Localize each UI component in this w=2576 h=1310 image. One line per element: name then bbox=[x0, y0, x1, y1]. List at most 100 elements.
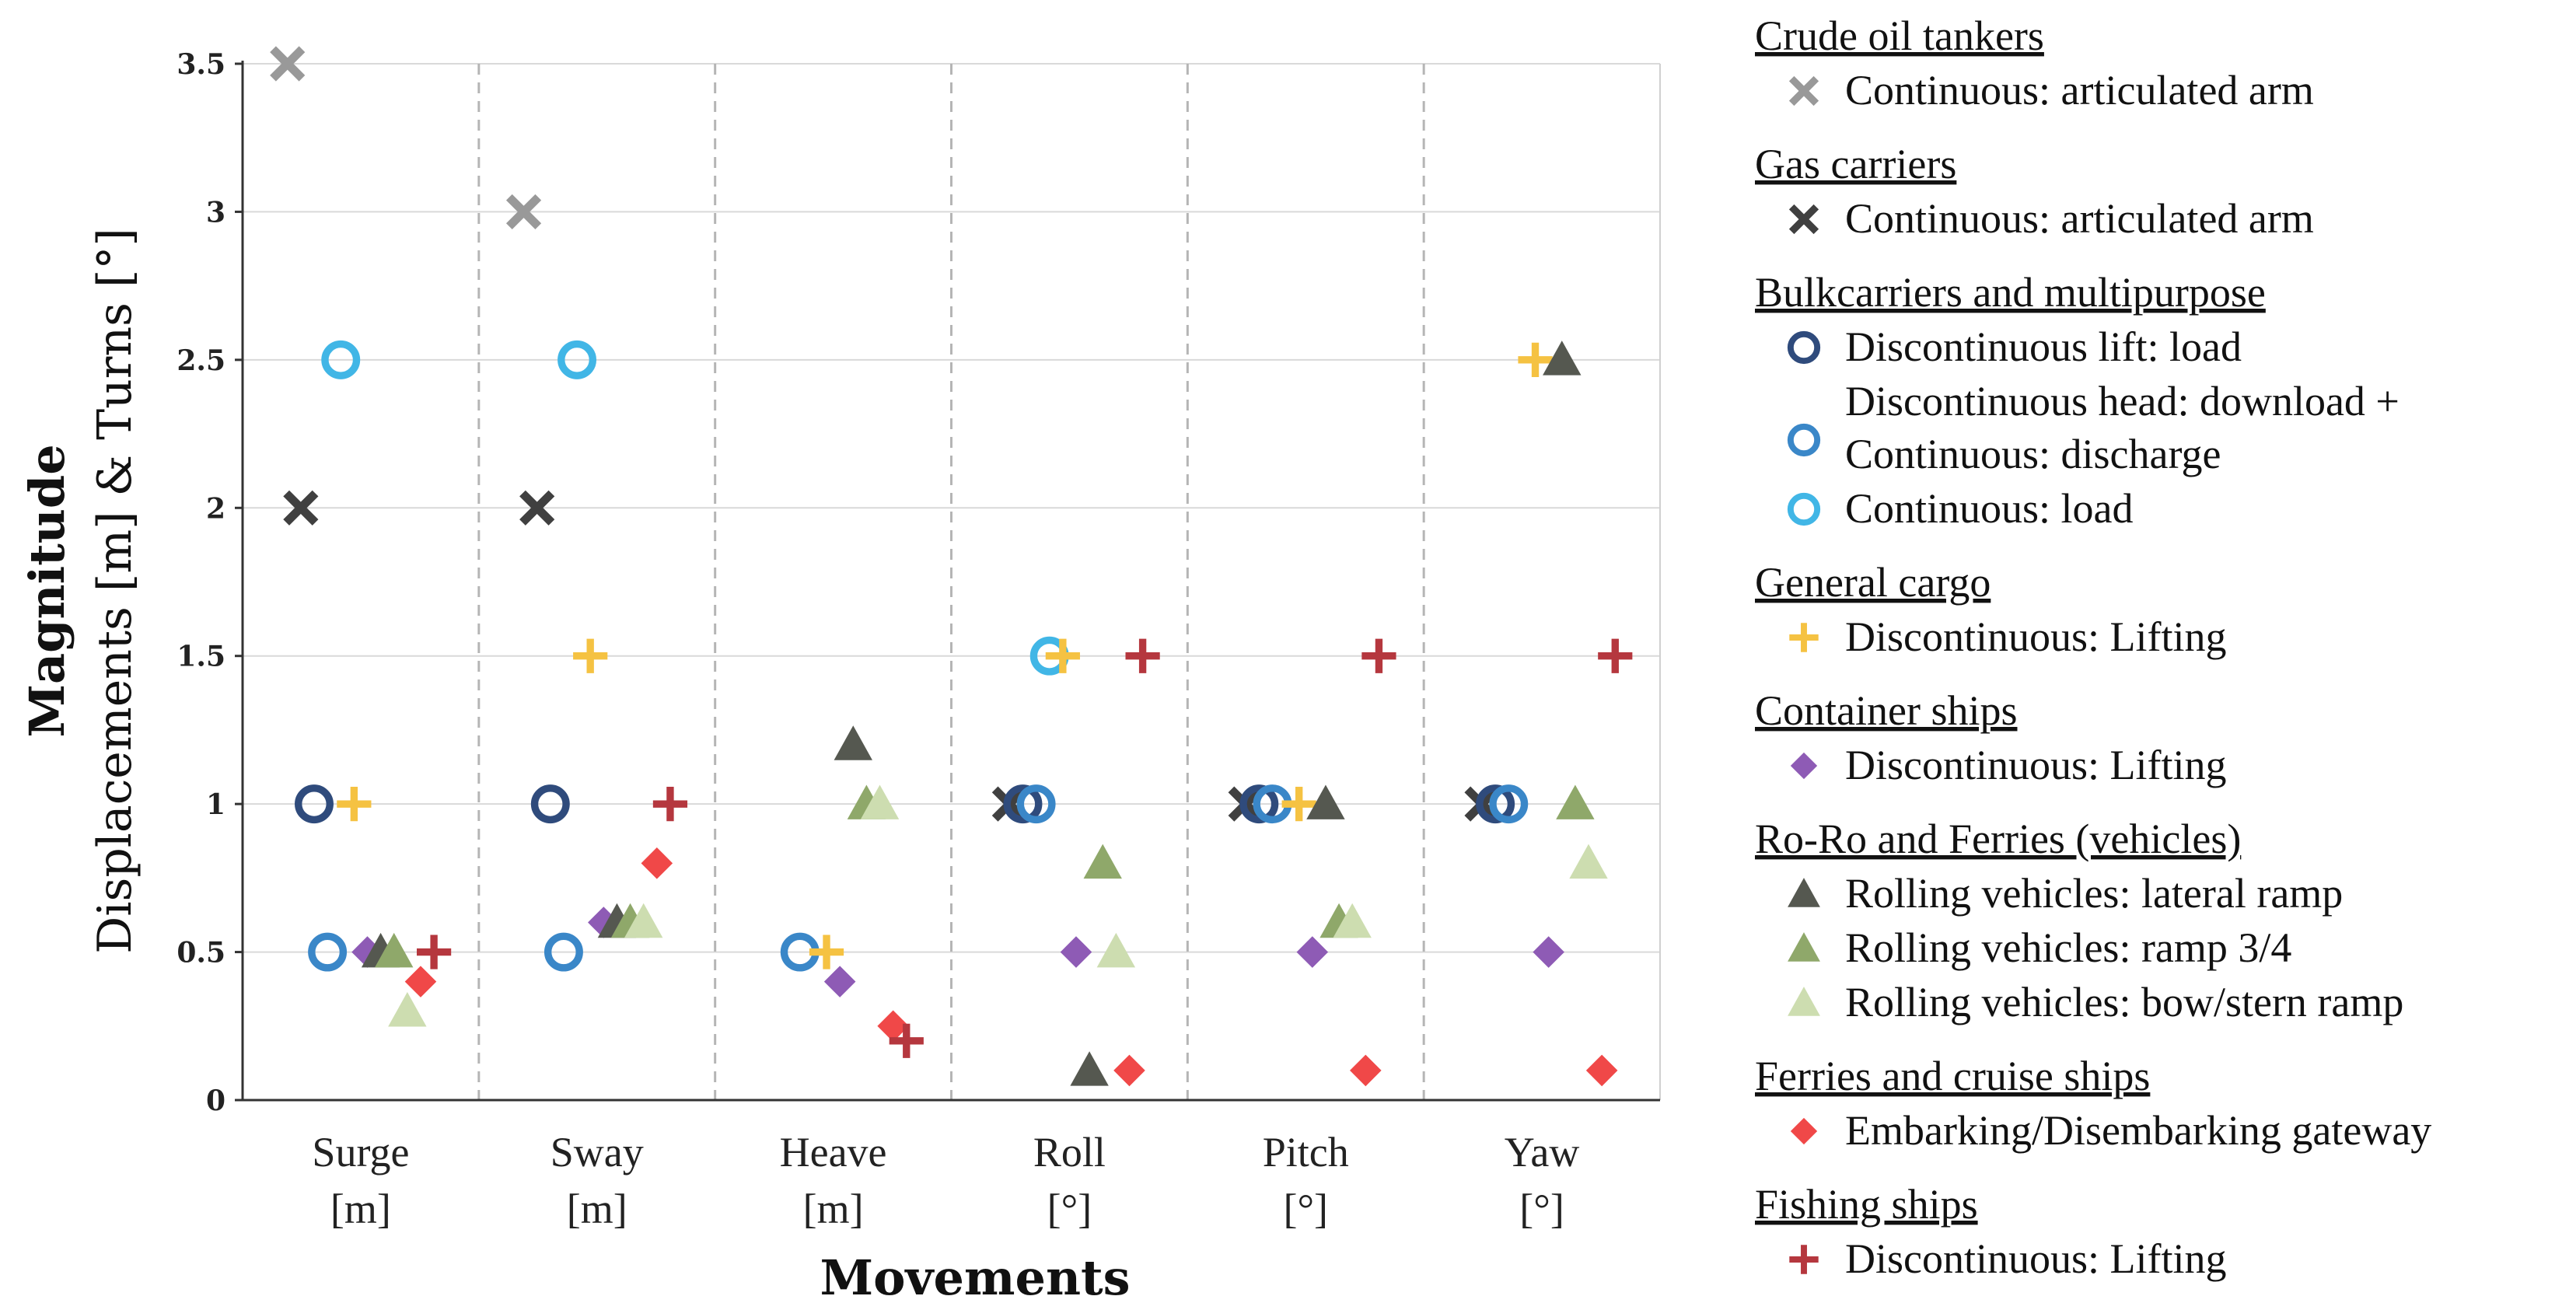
legend-marker bbox=[1790, 1117, 1818, 1145]
point-bulk_lift_load bbox=[530, 784, 570, 824]
point-roro_bow bbox=[388, 992, 427, 1027]
point-bulk_lift_load bbox=[1003, 784, 1043, 824]
y-tick-label: 2.5 bbox=[177, 344, 225, 377]
point-container bbox=[823, 966, 856, 997]
point-gen_cargo bbox=[573, 638, 608, 673]
x-tick-label: Heave bbox=[780, 1129, 887, 1176]
point-bulk_cont_load bbox=[321, 340, 361, 379]
x-tick-unit: [°] bbox=[1519, 1186, 1564, 1232]
point-bulk_cont_load bbox=[557, 340, 597, 379]
point-gen_cargo bbox=[1518, 342, 1553, 377]
point-fishing bbox=[652, 787, 688, 822]
legend-entry-label: Discontinuous head: download + bbox=[1845, 378, 2399, 424]
y-tick-label: 0 bbox=[206, 1085, 225, 1117]
legend-entry-label: Continuous: articulated arm bbox=[1845, 195, 2314, 242]
legend-marker bbox=[1787, 330, 1821, 365]
legend-marker bbox=[1788, 75, 1819, 107]
x-tick-unit: [m] bbox=[330, 1186, 391, 1232]
y-axis-title-main: Magnitude bbox=[19, 444, 75, 737]
legend-entry-label-cont: Continuous: discharge bbox=[1845, 431, 2221, 477]
y-tick-label: 1.5 bbox=[177, 641, 225, 673]
point-roro_lateral bbox=[1306, 784, 1345, 819]
x-tick-label: Sway bbox=[551, 1129, 644, 1176]
point-gen_cargo bbox=[1281, 787, 1316, 822]
legend-marker bbox=[1790, 752, 1818, 780]
legend-group-title: Ro-Ro and Ferries (vehicles) bbox=[1755, 816, 2241, 862]
point-roro_34 bbox=[375, 932, 414, 968]
legend-group-title: Gas carriers bbox=[1755, 141, 1956, 187]
x-tick-unit: [m] bbox=[567, 1186, 627, 1232]
x-axis-title: Movements bbox=[820, 1249, 1130, 1306]
point-bulk_lift_load bbox=[1239, 784, 1279, 824]
legend-entry-label: Continuous: articulated arm bbox=[1845, 67, 2314, 114]
point-bulk_lift_load bbox=[295, 784, 334, 824]
x-tick-label: Pitch bbox=[1263, 1129, 1349, 1176]
point-gas_arm bbox=[519, 490, 555, 526]
point-fishing bbox=[1125, 638, 1160, 673]
point-container bbox=[351, 936, 383, 968]
legend-group-title: Crude oil tankers bbox=[1755, 12, 2044, 59]
legend-marker bbox=[1787, 492, 1821, 526]
point-fishing bbox=[1598, 638, 1633, 673]
legend-group-title: Ferries and cruise ships bbox=[1755, 1053, 2150, 1099]
point-container bbox=[1060, 936, 1092, 968]
point-fishing bbox=[889, 1023, 924, 1058]
point-crude_arm bbox=[505, 194, 542, 230]
point-roro_bow bbox=[624, 903, 663, 938]
point-roro_bow bbox=[860, 784, 900, 819]
x-tick-label: Yaw bbox=[1505, 1129, 1580, 1176]
point-container bbox=[1533, 936, 1564, 968]
legend-marker bbox=[1789, 1245, 1819, 1274]
legend-entry-label: Discontinuous: Lifting bbox=[1845, 613, 2226, 660]
point-bulk_lift_load bbox=[1476, 784, 1515, 824]
point-gen_cargo bbox=[809, 934, 844, 969]
point-ferry_gateway bbox=[1113, 1054, 1145, 1087]
x-tick-unit: [°] bbox=[1047, 1186, 1092, 1232]
y-tick-label: 3 bbox=[206, 196, 225, 229]
legend-entry-label: Continuous: load bbox=[1845, 485, 2134, 532]
x-tick-label: Surge bbox=[312, 1129, 409, 1176]
y-tick-label: 1 bbox=[206, 788, 225, 821]
legend-marker bbox=[1789, 623, 1819, 652]
axis-layer: 0 0.5 1 1.5 2 2.5 3 3.5 Surge [m] Sway [m] Heave [m] R… bbox=[177, 48, 1660, 1232]
legend-group-title: Container ships bbox=[1755, 687, 2017, 734]
legend: Crude oil tankers Continuous: articulated… bbox=[1755, 12, 2431, 1282]
grid-layer bbox=[243, 63, 1661, 1101]
legend-entry-label: Rolling vehicles: ramp 3/4 bbox=[1845, 924, 2291, 971]
point-roro_34 bbox=[1556, 784, 1595, 819]
legend-marker bbox=[1788, 878, 1820, 907]
point-bulk_head bbox=[544, 932, 583, 972]
point-ferry_gateway bbox=[641, 847, 673, 879]
legend-group-title: General cargo bbox=[1755, 559, 1991, 606]
point-roro_34 bbox=[1083, 844, 1122, 879]
point-roro_lateral bbox=[1543, 341, 1582, 376]
point-fishing bbox=[1361, 638, 1396, 673]
y-tick-label: 3.5 bbox=[177, 48, 225, 81]
point-ferry_gateway bbox=[877, 1010, 909, 1043]
point-fishing bbox=[417, 934, 452, 969]
point-roro_lateral bbox=[834, 725, 872, 760]
y-tick-label: 2 bbox=[206, 492, 225, 525]
point-ferry_gateway bbox=[404, 966, 437, 997]
legend-entry-label: Rolling vehicles: bow/stern ramp bbox=[1845, 979, 2403, 1025]
point-bulk_head bbox=[1489, 784, 1529, 824]
point-roro_bow bbox=[1569, 844, 1608, 879]
point-gen_cargo bbox=[337, 787, 372, 822]
point-ferry_gateway bbox=[1350, 1054, 1382, 1087]
point-roro_lateral bbox=[1070, 1051, 1109, 1086]
legend-entry-label: Embarking/Disembarking gateway bbox=[1845, 1107, 2431, 1154]
legend-marker bbox=[1788, 932, 1820, 962]
y-tick-label: 0.5 bbox=[177, 937, 225, 969]
legend-entry-label: Discontinuous: Lifting bbox=[1845, 1235, 2226, 1282]
y-axis-title-sub: Displacements [m] & Turns [°] bbox=[88, 228, 142, 954]
legend-marker bbox=[1788, 204, 1819, 235]
point-bulk_head bbox=[1016, 784, 1056, 824]
legend-entry-label: Discontinuous lift: load bbox=[1845, 323, 2242, 370]
legend-group-title: Bulkcarriers and multipurpose bbox=[1755, 269, 2266, 316]
x-tick-unit: [m] bbox=[803, 1186, 864, 1232]
point-roro_bow bbox=[1333, 903, 1372, 938]
point-ferry_gateway bbox=[1585, 1054, 1618, 1087]
point-bulk_head bbox=[308, 932, 348, 972]
point-roro_bow bbox=[1096, 932, 1136, 968]
